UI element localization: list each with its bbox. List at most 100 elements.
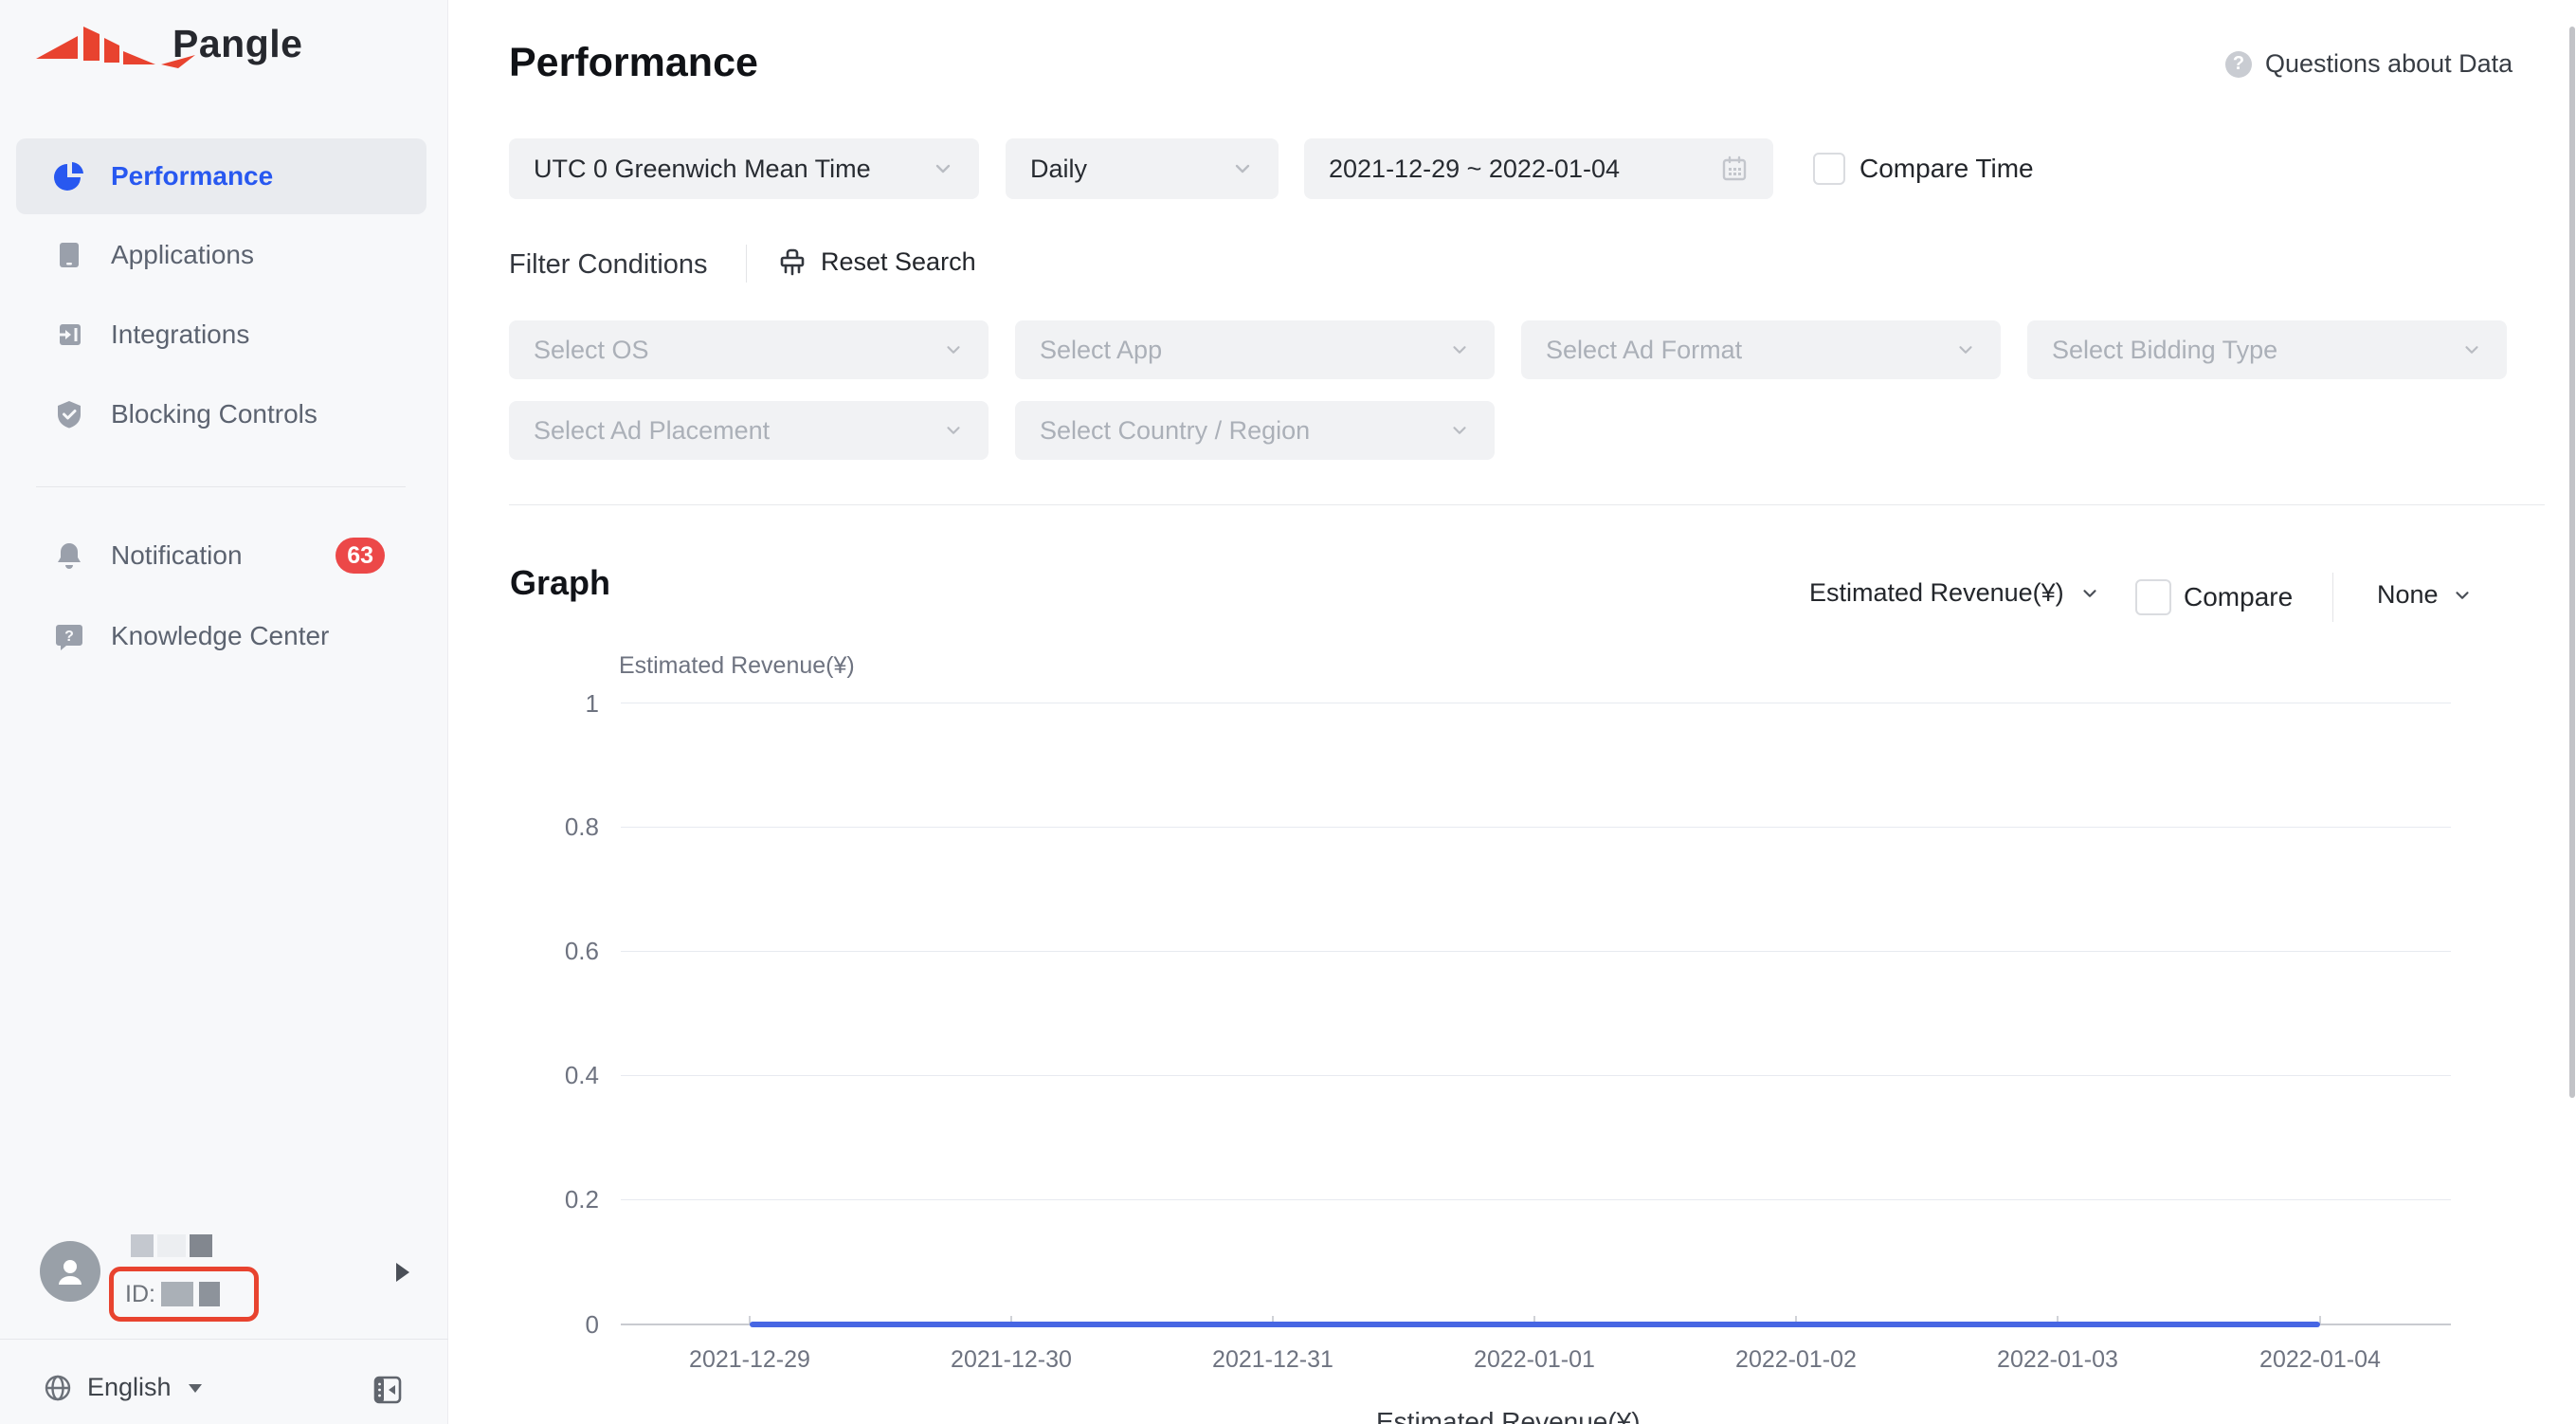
sidebar-item-label: Knowledge Center — [111, 621, 330, 650]
clean-brush-icon — [780, 248, 805, 276]
y-tick-label: 0.2 — [564, 1185, 599, 1214]
sidebar-item-label: Integrations — [111, 319, 250, 349]
chevron-down-icon — [1235, 164, 1250, 173]
chevron-down-icon — [2083, 589, 2096, 597]
granularity-select[interactable]: Daily — [1006, 138, 1279, 199]
chevron-down-icon — [947, 346, 960, 354]
select-os[interactable]: Select OS — [509, 320, 989, 379]
revenue-series-line — [750, 1322, 2320, 1327]
divider — [746, 245, 747, 283]
sidebar-divider — [36, 486, 406, 487]
x-axis-tick — [749, 1316, 751, 1324]
y-tick-label: 0.4 — [564, 1061, 599, 1089]
shield-check-icon — [54, 399, 84, 429]
vertical-scrollbar[interactable] — [2569, 27, 2575, 1098]
sidebar-item-applications[interactable]: Applications — [16, 217, 426, 293]
compare-time-label: Compare Time — [1859, 154, 2034, 183]
compare-checkbox[interactable] — [2135, 579, 2171, 615]
date-range-value: 2021-12-29 ~ 2022-01-04 — [1329, 154, 1620, 183]
gridline — [621, 827, 2451, 828]
x-axis-label: 2022-01-03 — [1997, 1346, 2118, 1373]
select-ad-format[interactable]: Select Ad Format — [1521, 320, 2001, 379]
account-id-label: ID: — [125, 1280, 155, 1307]
sidebar-item-label: Notification — [111, 540, 243, 570]
x-axis-tick — [1272, 1316, 1274, 1324]
x-axis-label: 2021-12-30 — [951, 1346, 1072, 1373]
y-tick-label: 0.6 — [564, 937, 599, 965]
sidebar-item-integrations[interactable]: Integrations — [16, 297, 426, 373]
chevron-down-icon — [1453, 346, 1466, 354]
sidebar-item-label: Blocking Controls — [111, 399, 317, 429]
compare-label: Compare — [2184, 582, 2294, 612]
reset-search-button[interactable]: Reset Search — [777, 246, 976, 277]
x-axis-label: 2022-01-04 — [2259, 1346, 2381, 1373]
metric-selector-value: Estimated Revenue(¥) — [1809, 578, 2064, 607]
bell-icon — [54, 540, 84, 571]
x-axis-tick — [1010, 1316, 1012, 1324]
filter-conditions-label: Filter Conditions — [509, 249, 708, 280]
sidebar-item-performance[interactable]: Performance — [16, 138, 426, 214]
y-axis-name: Estimated Revenue(¥) — [619, 652, 855, 679]
divider — [2332, 573, 2333, 622]
select-ad-placement[interactable]: Select Ad Placement — [509, 401, 989, 460]
dimension-selector[interactable]: None — [2377, 580, 2473, 610]
select-ad-format-placeholder: Select Ad Format — [1546, 335, 1743, 364]
y-tick-label: 0 — [585, 1310, 599, 1339]
select-country-region-placeholder: Select Country / Region — [1040, 415, 1311, 445]
logo-accent — [161, 55, 195, 68]
chevron-right-icon[interactable] — [392, 1261, 411, 1288]
brand-name: Pangle — [172, 21, 303, 65]
gridline — [621, 1199, 2451, 1200]
pangle-logo-icon — [36, 27, 155, 64]
chevron-down-icon — [947, 427, 960, 434]
sidebar-item-knowledge-center[interactable]: ? Knowledge Center — [16, 598, 426, 674]
x-axis-tick — [2319, 1316, 2321, 1324]
sidebar-item-blocking-controls[interactable]: Blocking Controls — [16, 376, 426, 452]
select-app[interactable]: Select App — [1015, 320, 1495, 379]
x-axis-label: 2021-12-29 — [689, 1346, 810, 1373]
questions-about-data-link[interactable]: ? Questions about Data — [2225, 49, 2513, 79]
chevron-down-icon — [1453, 427, 1466, 434]
x-axis-tick — [1795, 1316, 1797, 1324]
question-bubble-icon: ? — [54, 621, 84, 651]
section-divider — [509, 504, 2545, 505]
caret-down-icon — [188, 1383, 202, 1393]
sidebar-footer-divider — [0, 1339, 448, 1340]
account-id-highlight: ID: — [109, 1267, 259, 1322]
x-axis-tick — [2057, 1316, 2059, 1324]
chart-legend[interactable]: Estimated Revenue(¥) — [1315, 1407, 1641, 1424]
legend-label: Estimated Revenue(¥) — [1376, 1407, 1641, 1424]
timezone-select[interactable]: UTC 0 Greenwich Mean Time — [509, 138, 979, 199]
timezone-value: UTC 0 Greenwich Mean Time — [534, 154, 871, 183]
page-title: Performance — [509, 40, 758, 85]
language-switcher[interactable]: English — [44, 1373, 204, 1402]
globe-icon — [45, 1375, 71, 1400]
select-bidding-type-placeholder: Select Bidding Type — [2052, 335, 2278, 364]
y-tick-label: 1 — [585, 689, 599, 718]
arrow-into-box-icon — [54, 319, 84, 350]
compare-time-checkbox[interactable] — [1813, 153, 1845, 185]
date-range-picker[interactable]: 2021-12-29 ~ 2022-01-04 — [1304, 138, 1773, 199]
redacted-username — [190, 1234, 212, 1257]
graph-section-title: Graph — [510, 563, 611, 602]
question-circle-icon: ? — [2225, 50, 2252, 78]
granularity-value: Daily — [1030, 154, 1088, 183]
y-tick-label: 0.8 — [564, 812, 599, 841]
questions-about-data-label: Questions about Data — [2265, 49, 2513, 78]
chevron-down-icon — [935, 164, 951, 173]
select-app-placeholder: Select App — [1040, 335, 1163, 364]
sidebar-item-notification[interactable]: Notification 63 — [16, 518, 426, 593]
gridline — [621, 951, 2451, 952]
sidebar: Pangle Performance Applications — [0, 0, 448, 1424]
chevron-down-icon — [1959, 346, 1972, 354]
collapse-sidebar-icon[interactable] — [372, 1375, 403, 1410]
brand-logo[interactable]: Pangle — [36, 21, 303, 68]
select-bidding-type[interactable]: Select Bidding Type — [2027, 320, 2507, 379]
x-axis-label: 2021-12-31 — [1212, 1346, 1333, 1373]
metric-selector[interactable]: Estimated Revenue(¥) — [1809, 578, 2100, 608]
tablet-icon — [54, 240, 84, 270]
avatar[interactable] — [40, 1241, 100, 1302]
select-country-region[interactable]: Select Country / Region — [1015, 401, 1495, 460]
calendar-icon — [1722, 155, 1747, 181]
sidebar-item-label: Performance — [111, 161, 274, 191]
